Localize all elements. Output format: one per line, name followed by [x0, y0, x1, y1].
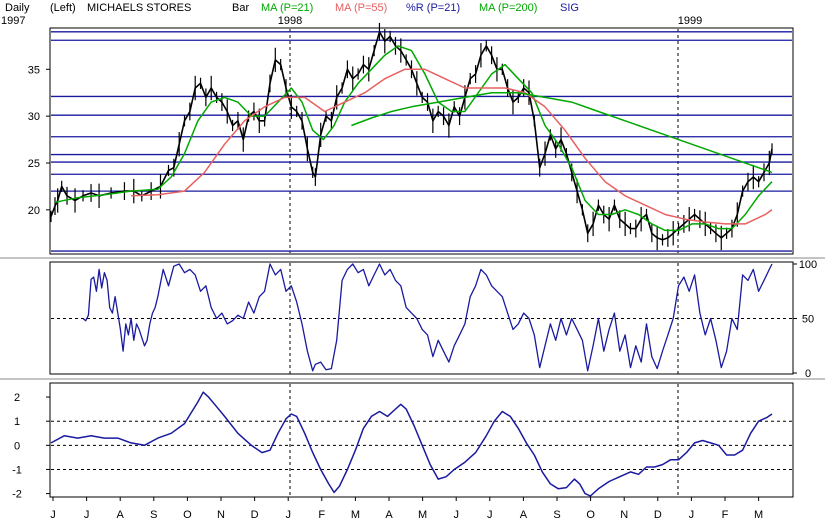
y-tick-label: 35: [28, 64, 40, 76]
x-tick-label: J: [453, 509, 459, 521]
x-tick-label: M: [418, 509, 427, 521]
legend-ma21: MA (P=21): [261, 2, 313, 14]
price-panel-frame: [49, 27, 794, 255]
x-tick-label: J: [84, 509, 90, 521]
legend-bar: Bar: [232, 2, 249, 14]
legend-ma55: MA (P=55): [335, 2, 387, 14]
y-tick-label: 100: [799, 259, 817, 271]
tick-labels-layer: J J A S O N D J F M A M J J A S O N D J F M 20 25 30 35 0 50 100 2 1 0 -…: [12, 64, 817, 521]
ma200-line: [351, 91, 773, 174]
year-1999-label: 1999: [678, 15, 702, 27]
scale-label: (Left): [50, 2, 76, 14]
symbol-label: MICHAELS STORES: [87, 2, 191, 14]
legend-r: %R (P=21): [406, 2, 460, 14]
x-tick-label: N: [217, 509, 225, 521]
ma55-line: [131, 68, 773, 225]
x-tick-label: A: [385, 509, 393, 521]
x-tick-label: O: [183, 509, 192, 521]
y-tick-label: 0: [805, 368, 811, 380]
x-tick-label: F: [318, 509, 325, 521]
x-tick-label: A: [520, 509, 528, 521]
y-tick-label: 25: [28, 158, 40, 170]
williams-r-line: [82, 263, 773, 372]
x-tick-label: J: [50, 509, 56, 521]
period-label: Daily: [5, 2, 30, 14]
x-tick-label: A: [117, 509, 125, 521]
y-tick-label: -1: [12, 464, 22, 476]
sig-panel-frame: [49, 382, 794, 498]
grid-layer: [289, 29, 679, 497]
x-tick-label: J: [285, 509, 291, 521]
legend-ma200: MA (P=200): [479, 2, 537, 14]
x-tick-label: O: [586, 509, 595, 521]
x-tick-label: S: [150, 509, 157, 521]
x-tick-label: D: [654, 509, 662, 521]
price-bar-series: [50, 30, 773, 241]
y-tick-label: 50: [802, 314, 814, 326]
ma21-line: [54, 45, 773, 232]
x-tick-label: N: [620, 509, 628, 521]
chart-header: Daily (Left) MICHAELS STORES 1997 Bar MA…: [1, 2, 702, 27]
y-tick-label: -2: [12, 489, 22, 501]
year-start-label: 1997: [1, 15, 25, 27]
sig-line: [50, 391, 773, 497]
series-layer: [50, 22, 773, 497]
y-tick-label: 1: [14, 416, 20, 428]
x-tick-label: M: [351, 509, 360, 521]
x-tick-label: J: [487, 509, 493, 521]
legend-sig: SIG: [560, 2, 579, 14]
x-tick-label: J: [689, 509, 695, 521]
x-tick-label: S: [553, 509, 560, 521]
x-tick-label: M: [754, 509, 763, 521]
y-tick-label: 2: [14, 392, 20, 404]
y-tick-label: 30: [28, 111, 40, 123]
x-tick-label: D: [251, 509, 259, 521]
year-1998-label: 1998: [278, 15, 302, 27]
x-tick-label: F: [722, 509, 729, 521]
y-tick-label: 0: [14, 440, 20, 452]
y-tick-label: 20: [28, 205, 40, 217]
